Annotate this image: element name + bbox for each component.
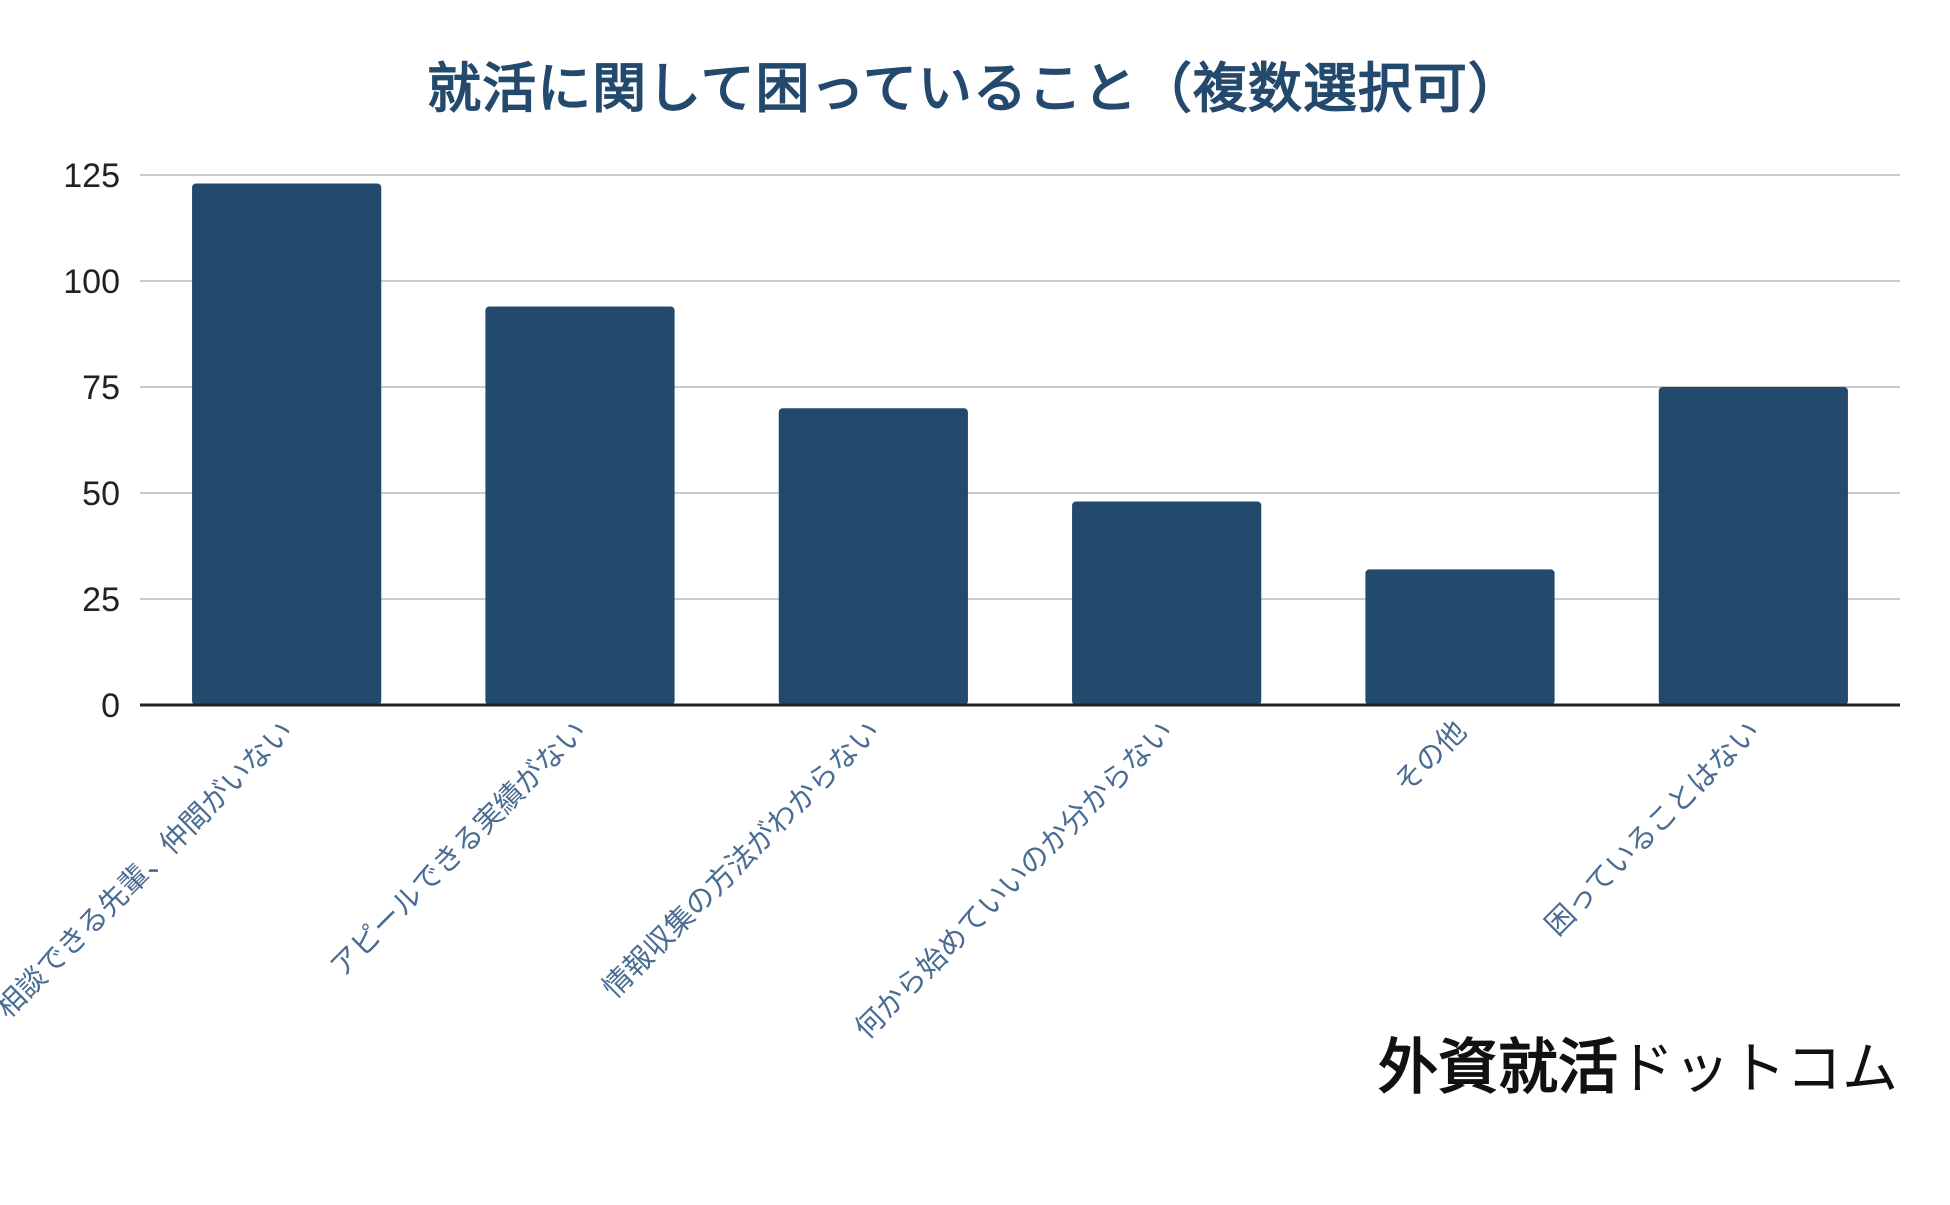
y-tick-label: 50 (82, 475, 120, 513)
chart-title: 就活に関して困っていること（複数選択可） (427, 57, 1523, 120)
bar (485, 306, 675, 705)
x-tick-label: 何から始めていいのか分からない (848, 714, 1180, 1046)
x-tick-label: その他 (1387, 714, 1473, 800)
bar (1658, 387, 1848, 705)
y-axis-ticks: 0 25 50 75 100 125 (63, 157, 120, 725)
brand-logo-kana: ドットコム (1618, 1037, 1898, 1102)
brand-logo-kanji: 外資就活 (1378, 1033, 1618, 1103)
bar (192, 183, 382, 706)
x-tick-label: 困っていることはない (1538, 714, 1766, 942)
brand-logo: 外資就活ドットコム (1378, 1038, 1898, 1098)
bar (1072, 501, 1262, 705)
y-tick-label: 0 (101, 687, 120, 725)
bar (778, 408, 968, 705)
bars (192, 183, 1848, 706)
y-tick-label: 75 (82, 369, 120, 407)
gridlines (140, 174, 1900, 600)
bar (1365, 569, 1555, 705)
x-tick-label: 情報収集の方法がわからない (596, 714, 887, 1005)
x-tick-label: アピールできる実績がない (323, 714, 593, 984)
x-tick-label: 相談できる先輩、仲間がいない (0, 714, 300, 1025)
y-tick-label: 25 (82, 581, 120, 619)
y-tick-label: 100 (63, 263, 120, 301)
x-axis-ticks: 相談できる先輩、仲間がいない アピールできる実績がない 情報収集の方法がわからない何… (0, 714, 1766, 1046)
y-tick-label: 125 (63, 157, 120, 195)
